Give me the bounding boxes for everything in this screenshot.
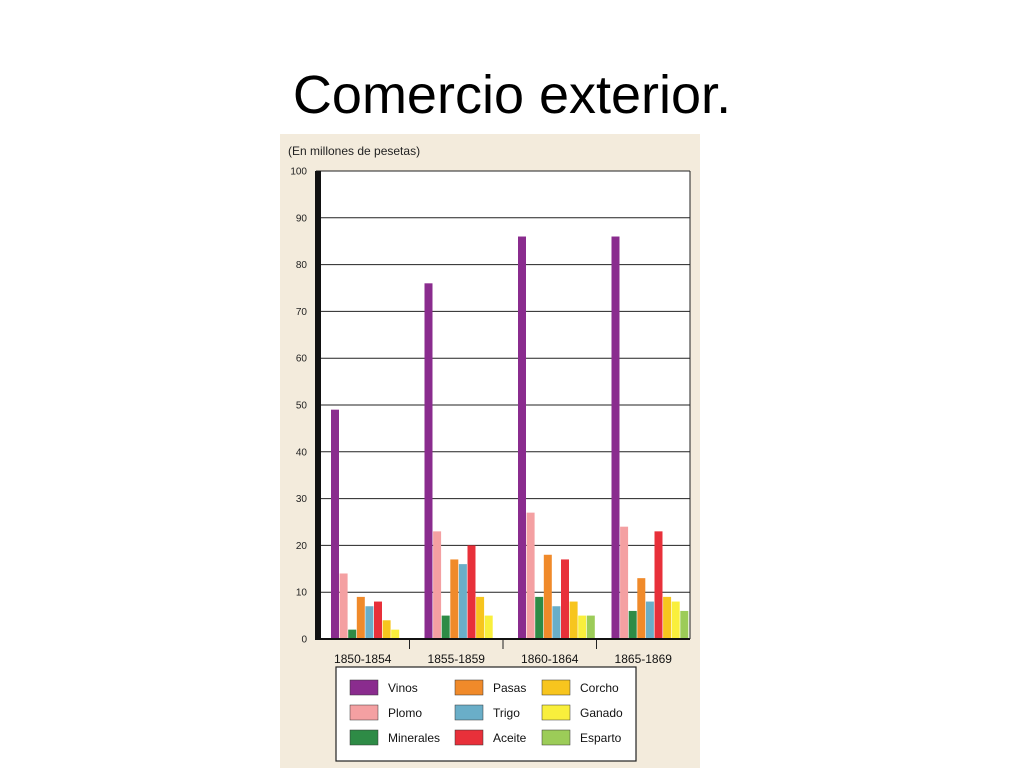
legend-swatch-vinos xyxy=(349,679,379,696)
y-axis-line xyxy=(315,171,321,640)
bar-ganado xyxy=(484,615,493,639)
x-axis-categories: 1850-1854 1855-1859 1860-1864 1865-1869 xyxy=(334,652,672,666)
x-tick-label: 1850-1854 xyxy=(334,652,392,666)
x-tick-label: 1855-1859 xyxy=(428,652,486,666)
y-axis-ticks: 0 10 20 30 40 50 60 70 80 90 100 xyxy=(290,167,307,646)
legend-swatch-aceite xyxy=(454,729,484,746)
bar-vinos xyxy=(424,283,433,639)
y-tick-label: 60 xyxy=(296,354,308,365)
legend-swatch-corcho xyxy=(541,679,571,696)
bar-chart: (En millones de pesetas) 0 10 20 30 40 50 60 70… xyxy=(288,144,691,762)
legend-label-vinos: Vinos xyxy=(388,681,418,695)
bar-plomo xyxy=(339,573,348,639)
bar-aceite xyxy=(561,559,569,639)
bar-corcho xyxy=(476,596,485,639)
bar-minerales xyxy=(348,629,357,639)
legend-label-minerales: Minerales xyxy=(388,731,440,745)
y-tick-label: 20 xyxy=(296,541,308,552)
y-tick-label: 90 xyxy=(296,213,308,224)
bar-trigo xyxy=(552,606,561,639)
grid-lines xyxy=(316,170,690,640)
legend-swatch-pasas xyxy=(454,679,484,696)
bar-pasas xyxy=(356,596,365,639)
bar-corcho xyxy=(663,596,672,639)
bar-pasas xyxy=(637,578,646,639)
legend-label-corcho: Corcho xyxy=(580,681,619,695)
bar-trigo xyxy=(458,564,467,639)
bar-plomo xyxy=(620,526,629,639)
bar-plomo xyxy=(526,512,535,639)
bar-aceite xyxy=(654,531,663,639)
bar-vinos xyxy=(611,236,620,639)
bar-vinos xyxy=(518,236,526,639)
legend-swatch-ganado xyxy=(541,704,571,721)
y-tick-label: 30 xyxy=(296,494,308,505)
chart-panel: (En millones de pesetas) 0 10 20 30 40 50 60 70… xyxy=(280,134,700,768)
bar-aceite xyxy=(374,601,382,639)
bar-trigo xyxy=(365,606,374,639)
legend-label-pasas: Pasas xyxy=(493,681,526,695)
bar-pasas xyxy=(543,554,552,639)
bar-plomo xyxy=(433,531,442,639)
bar-minerales xyxy=(535,596,544,639)
bar-corcho xyxy=(569,601,578,639)
legend-swatch-plomo xyxy=(349,704,379,721)
bar-minerales xyxy=(441,615,450,639)
legend-swatch-trigo xyxy=(454,704,484,721)
x-tick-label: 1865-1869 xyxy=(615,652,673,666)
bar-pasas xyxy=(450,559,459,639)
y-tick-label: 80 xyxy=(296,260,308,271)
legend: Vinos Plomo Minerales Pasas Trigo Aceite Corch… xyxy=(335,666,637,762)
y-axis-unit-label: (En millones de pesetas) xyxy=(288,144,420,158)
x-tick-label: 1860-1864 xyxy=(521,652,579,666)
bar-vinos xyxy=(331,409,339,639)
y-tick-label: 40 xyxy=(296,447,308,458)
slide-title: Comercio exterior. xyxy=(292,65,732,125)
y-tick-label: 0 xyxy=(301,635,307,646)
bar-esparto xyxy=(680,610,689,639)
legend-swatch-esparto xyxy=(541,729,571,746)
legend-label-plomo: Plomo xyxy=(388,706,422,720)
legend-label-trigo: Trigo xyxy=(493,706,520,720)
bar-aceite xyxy=(467,545,476,639)
bar-trigo xyxy=(645,601,654,639)
y-tick-label: 100 xyxy=(290,167,307,178)
legend-label-esparto: Esparto xyxy=(580,731,622,745)
axes xyxy=(315,171,691,649)
legend-box xyxy=(335,666,637,762)
bar-esparto xyxy=(586,615,595,639)
bar-corcho xyxy=(382,620,391,639)
legend-label-aceite: Aceite xyxy=(493,731,527,745)
y-tick-label: 10 xyxy=(296,588,308,599)
y-tick-label: 50 xyxy=(296,401,308,412)
legend-label-ganado: Ganado xyxy=(580,706,623,720)
bar-minerales xyxy=(628,610,637,639)
bar-ganado xyxy=(578,615,587,639)
legend-swatch-minerales xyxy=(349,729,379,746)
y-tick-label: 70 xyxy=(296,307,308,318)
bar-ganado xyxy=(391,629,400,639)
bar-ganado xyxy=(671,601,680,639)
bars xyxy=(331,236,689,639)
